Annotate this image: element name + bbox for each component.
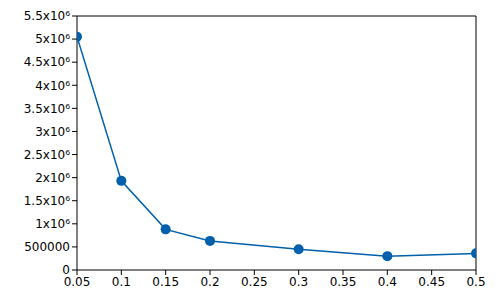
svg-text:0.35: 0.35 bbox=[330, 275, 357, 289]
svg-text:2x10⁶: 2x10⁶ bbox=[35, 171, 70, 185]
svg-text:4.5x10⁶: 4.5x10⁶ bbox=[24, 55, 70, 69]
svg-text:4x10⁶: 4x10⁶ bbox=[35, 79, 70, 93]
svg-text:0.05: 0.05 bbox=[63, 274, 91, 289]
svg-text:0.25: 0.25 bbox=[241, 275, 268, 289]
svg-text:3.5x10⁶: 3.5x10⁶ bbox=[24, 102, 70, 116]
svg-text:5x10⁶: 5x10⁶ bbox=[35, 32, 70, 46]
svg-text:0.15: 0.15 bbox=[152, 275, 179, 289]
svg-text:2.5x10⁶: 2.5x10⁶ bbox=[24, 148, 70, 162]
svg-text:0.5: 0.5 bbox=[466, 275, 485, 289]
svg-text:0.2: 0.2 bbox=[200, 275, 219, 289]
svg-text:5.5x10⁶: 5.5x10⁶ bbox=[24, 9, 70, 23]
svg-text:0.45: 0.45 bbox=[418, 275, 445, 289]
svg-text:0.3: 0.3 bbox=[289, 275, 308, 289]
svg-text:0: 0 bbox=[62, 263, 70, 277]
svg-text:1x10⁶: 1x10⁶ bbox=[35, 217, 70, 231]
svg-text:0.1: 0.1 bbox=[112, 275, 131, 289]
svg-text:3x10⁶: 3x10⁶ bbox=[35, 125, 70, 139]
svg-text:0.4: 0.4 bbox=[378, 275, 397, 289]
svg-text:500000: 500000 bbox=[24, 240, 70, 254]
svg-text:1.5x10⁶: 1.5x10⁶ bbox=[24, 194, 70, 208]
